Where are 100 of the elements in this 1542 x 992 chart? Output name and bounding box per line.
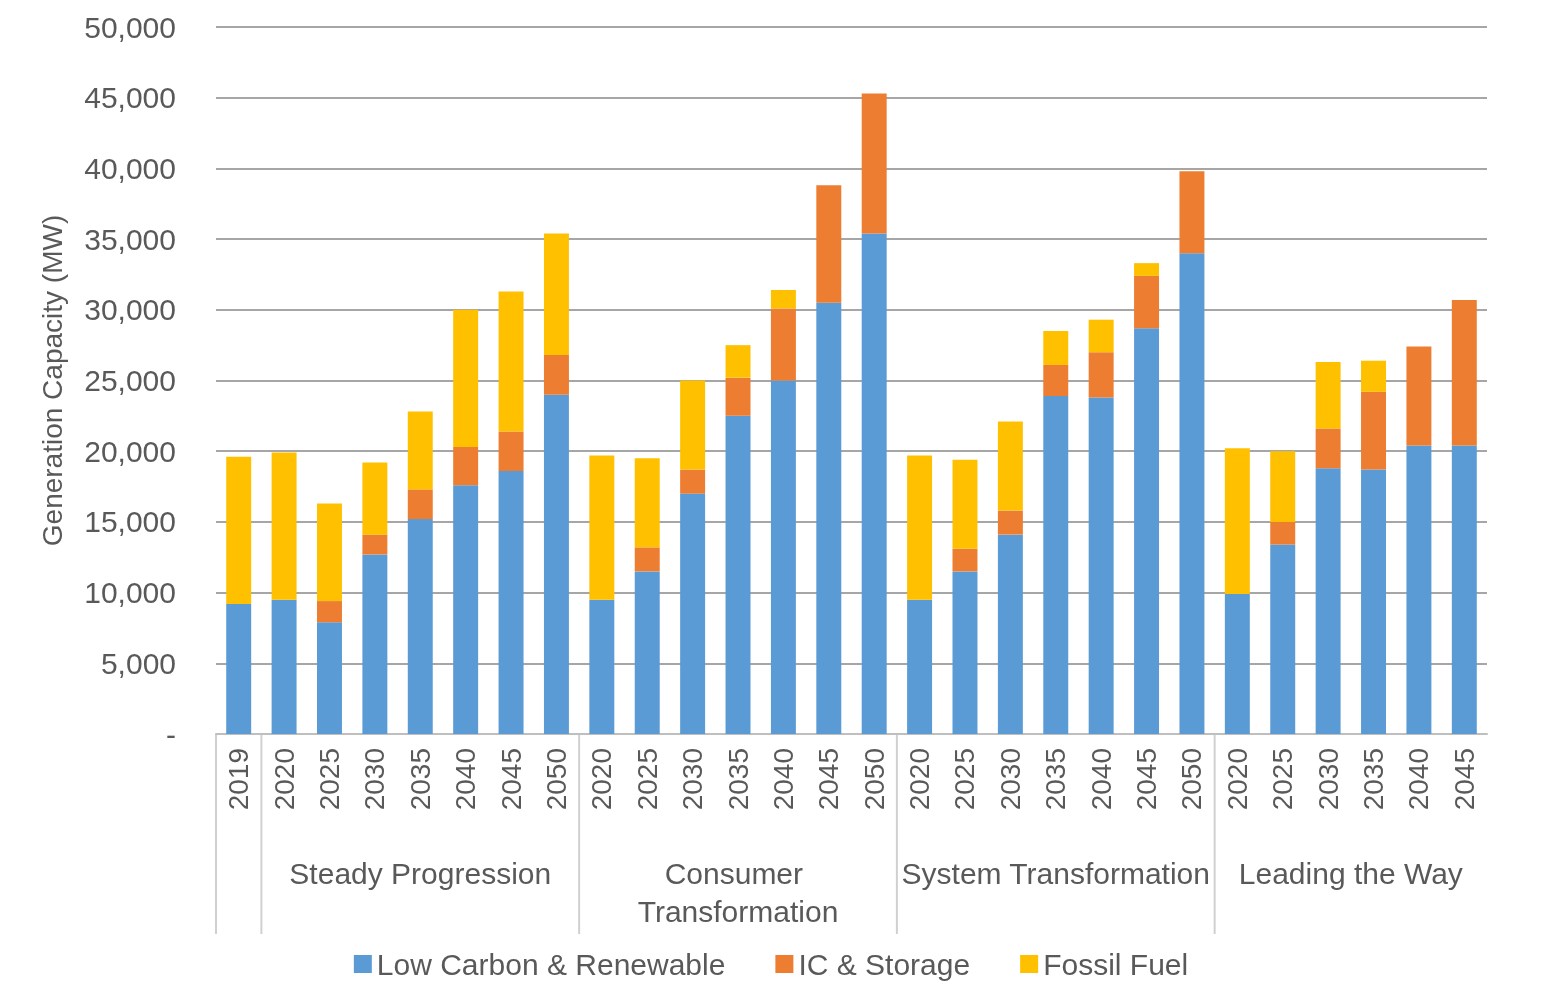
bar bbox=[952, 571, 978, 734]
bar bbox=[226, 456, 252, 604]
bar bbox=[271, 452, 297, 600]
x-tick-label: 2025 bbox=[949, 748, 981, 811]
bar bbox=[1224, 448, 1250, 595]
x-tick-label: 2035 bbox=[1358, 748, 1390, 811]
x-tick-label: 2020 bbox=[904, 748, 936, 811]
x-tick-label: 2020 bbox=[1221, 748, 1253, 811]
bar bbox=[1043, 396, 1069, 734]
bar bbox=[1315, 428, 1341, 469]
bar bbox=[1134, 275, 1160, 329]
bar bbox=[1451, 445, 1477, 734]
bar bbox=[271, 599, 297, 734]
bar bbox=[498, 431, 524, 471]
x-tick-label: 2035 bbox=[722, 748, 754, 811]
y-tick-label: 10,000 bbox=[84, 576, 176, 610]
x-tick-label: 2050 bbox=[1176, 748, 1208, 811]
bar bbox=[680, 493, 706, 734]
bar bbox=[1361, 469, 1386, 734]
bar bbox=[634, 547, 660, 572]
y-tick-label: 50,000 bbox=[84, 10, 176, 44]
y-axis-title: Generation Capacity (MW) bbox=[36, 214, 68, 547]
x-tick-label: 2045 bbox=[495, 748, 527, 811]
bar bbox=[634, 571, 660, 734]
x-tick-label: 2035 bbox=[404, 748, 436, 811]
x-tick-label: 2050 bbox=[540, 748, 572, 811]
bar bbox=[816, 185, 842, 303]
y-tick-label: 25,000 bbox=[84, 364, 176, 397]
bar bbox=[1088, 352, 1114, 398]
bar bbox=[680, 380, 706, 470]
x-tick-label: 2020 bbox=[268, 748, 300, 811]
legend-label: Low Carbon & Renewable bbox=[376, 947, 726, 981]
x-tick-label: 2040 bbox=[767, 748, 799, 811]
bar bbox=[407, 519, 433, 734]
bar bbox=[317, 622, 342, 734]
x-tick-label: 2040 bbox=[450, 748, 482, 811]
text: System Transformation bbox=[901, 856, 1210, 890]
bar bbox=[770, 308, 796, 381]
y-tick-label: - bbox=[166, 717, 176, 751]
bar bbox=[1179, 253, 1205, 734]
bar bbox=[997, 534, 1023, 734]
bar bbox=[1270, 544, 1296, 734]
x-tick-label: 2019 bbox=[223, 748, 255, 811]
y-tick-label: 45,000 bbox=[84, 81, 176, 115]
bar bbox=[861, 93, 887, 234]
bar bbox=[997, 510, 1023, 535]
x-tick-label: 2025 bbox=[313, 748, 345, 811]
bar bbox=[1361, 360, 1386, 392]
y-tick-label: 35,000 bbox=[84, 222, 176, 256]
x-tick-label: 2030 bbox=[994, 748, 1026, 811]
bar bbox=[362, 534, 388, 555]
bar bbox=[770, 290, 796, 309]
bar bbox=[1134, 328, 1160, 734]
x-tick-label: 2045 bbox=[1131, 748, 1163, 811]
bar bbox=[453, 309, 479, 447]
bar bbox=[1088, 397, 1114, 734]
bar bbox=[543, 355, 569, 395]
bar bbox=[407, 411, 433, 490]
text: Steady Progression bbox=[289, 856, 552, 890]
bar bbox=[1270, 521, 1296, 545]
x-tick-label: 2040 bbox=[1403, 748, 1435, 811]
bar bbox=[1043, 331, 1069, 365]
bar bbox=[1406, 346, 1432, 446]
bar bbox=[1270, 451, 1296, 522]
x-tick-label: 2050 bbox=[858, 748, 890, 811]
bar bbox=[1451, 299, 1477, 446]
bar bbox=[1315, 468, 1341, 734]
bar bbox=[362, 462, 388, 535]
x-tick-label: 2020 bbox=[586, 748, 618, 811]
bar bbox=[589, 599, 615, 734]
x-tick-label: 2030 bbox=[359, 748, 391, 811]
bar bbox=[453, 446, 479, 486]
x-tick-label: 2035 bbox=[1040, 748, 1072, 811]
y-tick-label: 20,000 bbox=[84, 434, 176, 468]
bar bbox=[498, 471, 524, 734]
bar bbox=[952, 548, 978, 572]
bar bbox=[997, 421, 1023, 511]
bar bbox=[543, 233, 569, 356]
text: Leading the Way bbox=[1238, 856, 1463, 890]
legend-label: IC & Storage bbox=[798, 947, 971, 981]
bar bbox=[770, 380, 796, 734]
bar bbox=[362, 554, 388, 734]
y-tick-label: 30,000 bbox=[84, 293, 176, 327]
x-tick-label: 2030 bbox=[677, 748, 709, 811]
bar bbox=[725, 377, 751, 416]
bar bbox=[1315, 362, 1341, 429]
y-tick-label: 15,000 bbox=[84, 505, 176, 539]
text: Consumer Transformation bbox=[637, 856, 839, 928]
bar bbox=[407, 489, 433, 520]
x-tick-label: 2040 bbox=[1085, 748, 1117, 811]
bar bbox=[861, 233, 887, 734]
bar bbox=[725, 415, 751, 734]
bar bbox=[725, 345, 751, 378]
bar bbox=[1406, 445, 1432, 734]
bar bbox=[498, 291, 524, 432]
bar bbox=[317, 503, 342, 602]
x-tick-label: 2045 bbox=[1448, 748, 1480, 811]
y-tick-label: 5,000 bbox=[100, 646, 176, 680]
bar bbox=[226, 603, 252, 734]
bar bbox=[680, 469, 706, 494]
